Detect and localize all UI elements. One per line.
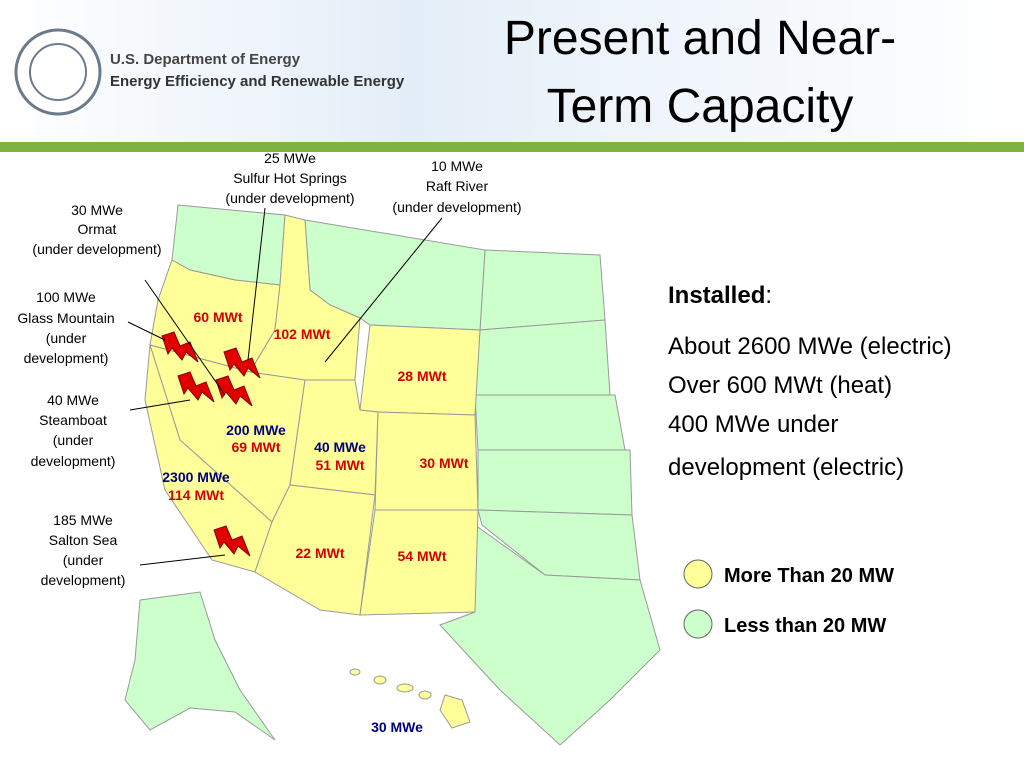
state (477, 449, 633, 516)
installed: Installed: About 2600 MWe (electric) Ove… (668, 282, 952, 481)
leader (324, 217, 443, 363)
title: Present and Near- (504, 12, 896, 65)
doe-seal-inner (29, 43, 87, 101)
installed-heading: Installed: (668, 282, 772, 309)
green-rule (0, 142, 1024, 152)
installed-line: 400 MWe under (668, 411, 838, 438)
callout-text: 30 MWe (71, 202, 123, 218)
callout-text: Glass Mountain (17, 310, 114, 326)
map-label: 69 MWt (232, 439, 281, 455)
leader (127, 321, 166, 341)
callout-text: (under development) (392, 199, 521, 215)
installed-line: Over 600 MWt (heat) (668, 372, 892, 399)
header-band (0, 0, 1024, 142)
map-label: 200 MWe (226, 422, 286, 438)
installed-heading-word: Installed (668, 282, 765, 309)
installed-line: About 2600 MWe (electric) (668, 333, 952, 360)
state (479, 249, 606, 331)
leader-lines (127, 207, 443, 566)
callout-text: development) (41, 572, 126, 588)
callout-text: development) (24, 350, 109, 366)
map-labels: 60 MWt 102 MWt 28 MWt 200 MWe 69 MWt 40 … (162, 309, 469, 735)
legend-swatch (683, 559, 713, 589)
callout-text: Sulfur Hot Springs (233, 170, 347, 186)
hawaii (418, 690, 432, 700)
callout-text: Salton Sea (49, 532, 118, 548)
callout-text: development) (31, 453, 116, 469)
hawaii (439, 694, 471, 729)
callout-text: (under (53, 432, 94, 448)
doe-seal (14, 28, 102, 116)
state (359, 509, 479, 616)
installed-line: development (electric) (668, 454, 904, 481)
alaska (124, 591, 276, 741)
hawaii (373, 675, 387, 685)
map-label: 114 MWt (168, 487, 224, 503)
callout-text: 10 MWe (431, 158, 483, 174)
state (439, 524, 661, 746)
leader (247, 207, 266, 361)
map (124, 204, 661, 746)
map-label: 54 MWt (398, 548, 447, 564)
state (474, 319, 611, 396)
callout-text: Raft River (426, 178, 489, 194)
map-label: 30 MWt (420, 455, 469, 471)
org-line: U.S. Department of Energy (110, 51, 301, 68)
callout-text: Steamboat (39, 412, 107, 428)
hawaii (396, 683, 414, 693)
state (474, 394, 626, 451)
hawaii (349, 668, 361, 676)
title: Term Capacity (547, 80, 854, 133)
legend-label: Less than 20 MW (724, 615, 886, 637)
legend-label: More Than 20 MW (724, 565, 894, 587)
map-label: 28 MWt (398, 368, 447, 384)
callouts: 25 MWe Sulfur Hot Springs (under develop… (17, 150, 521, 588)
map-label: 60 MWt (194, 309, 243, 325)
installed-punct: : (765, 282, 772, 309)
legend: More Than 20 MW Less than 20 MW (683, 559, 894, 639)
leader (129, 399, 191, 411)
callout-text: 40 MWe (47, 392, 99, 408)
callout-text: 185 MWe (53, 512, 113, 528)
leader (139, 554, 226, 566)
state (144, 344, 273, 573)
map-label: 30 MWe (371, 719, 423, 735)
map-label: 40 MWe (314, 439, 366, 455)
callout-text: 100 MWe (36, 289, 96, 305)
callout-text: (under (46, 330, 87, 346)
callout-text: 25 MWe (264, 150, 316, 166)
callout-text: (under (63, 552, 104, 568)
org-line: Energy Efficiency and Renewable Energy (110, 73, 405, 90)
map-label: 22 MWt (296, 545, 345, 561)
callout-text: (under development) (32, 241, 161, 257)
map-label: 2300 MWe (162, 469, 230, 485)
map-label: 51 MWt (316, 457, 365, 473)
map-label: 102 MWt (274, 326, 331, 342)
legend-swatch (683, 609, 713, 639)
callout-text: Ormat (78, 221, 117, 237)
leader (144, 279, 226, 396)
state (254, 484, 376, 616)
callout-text: (under development) (225, 190, 354, 206)
